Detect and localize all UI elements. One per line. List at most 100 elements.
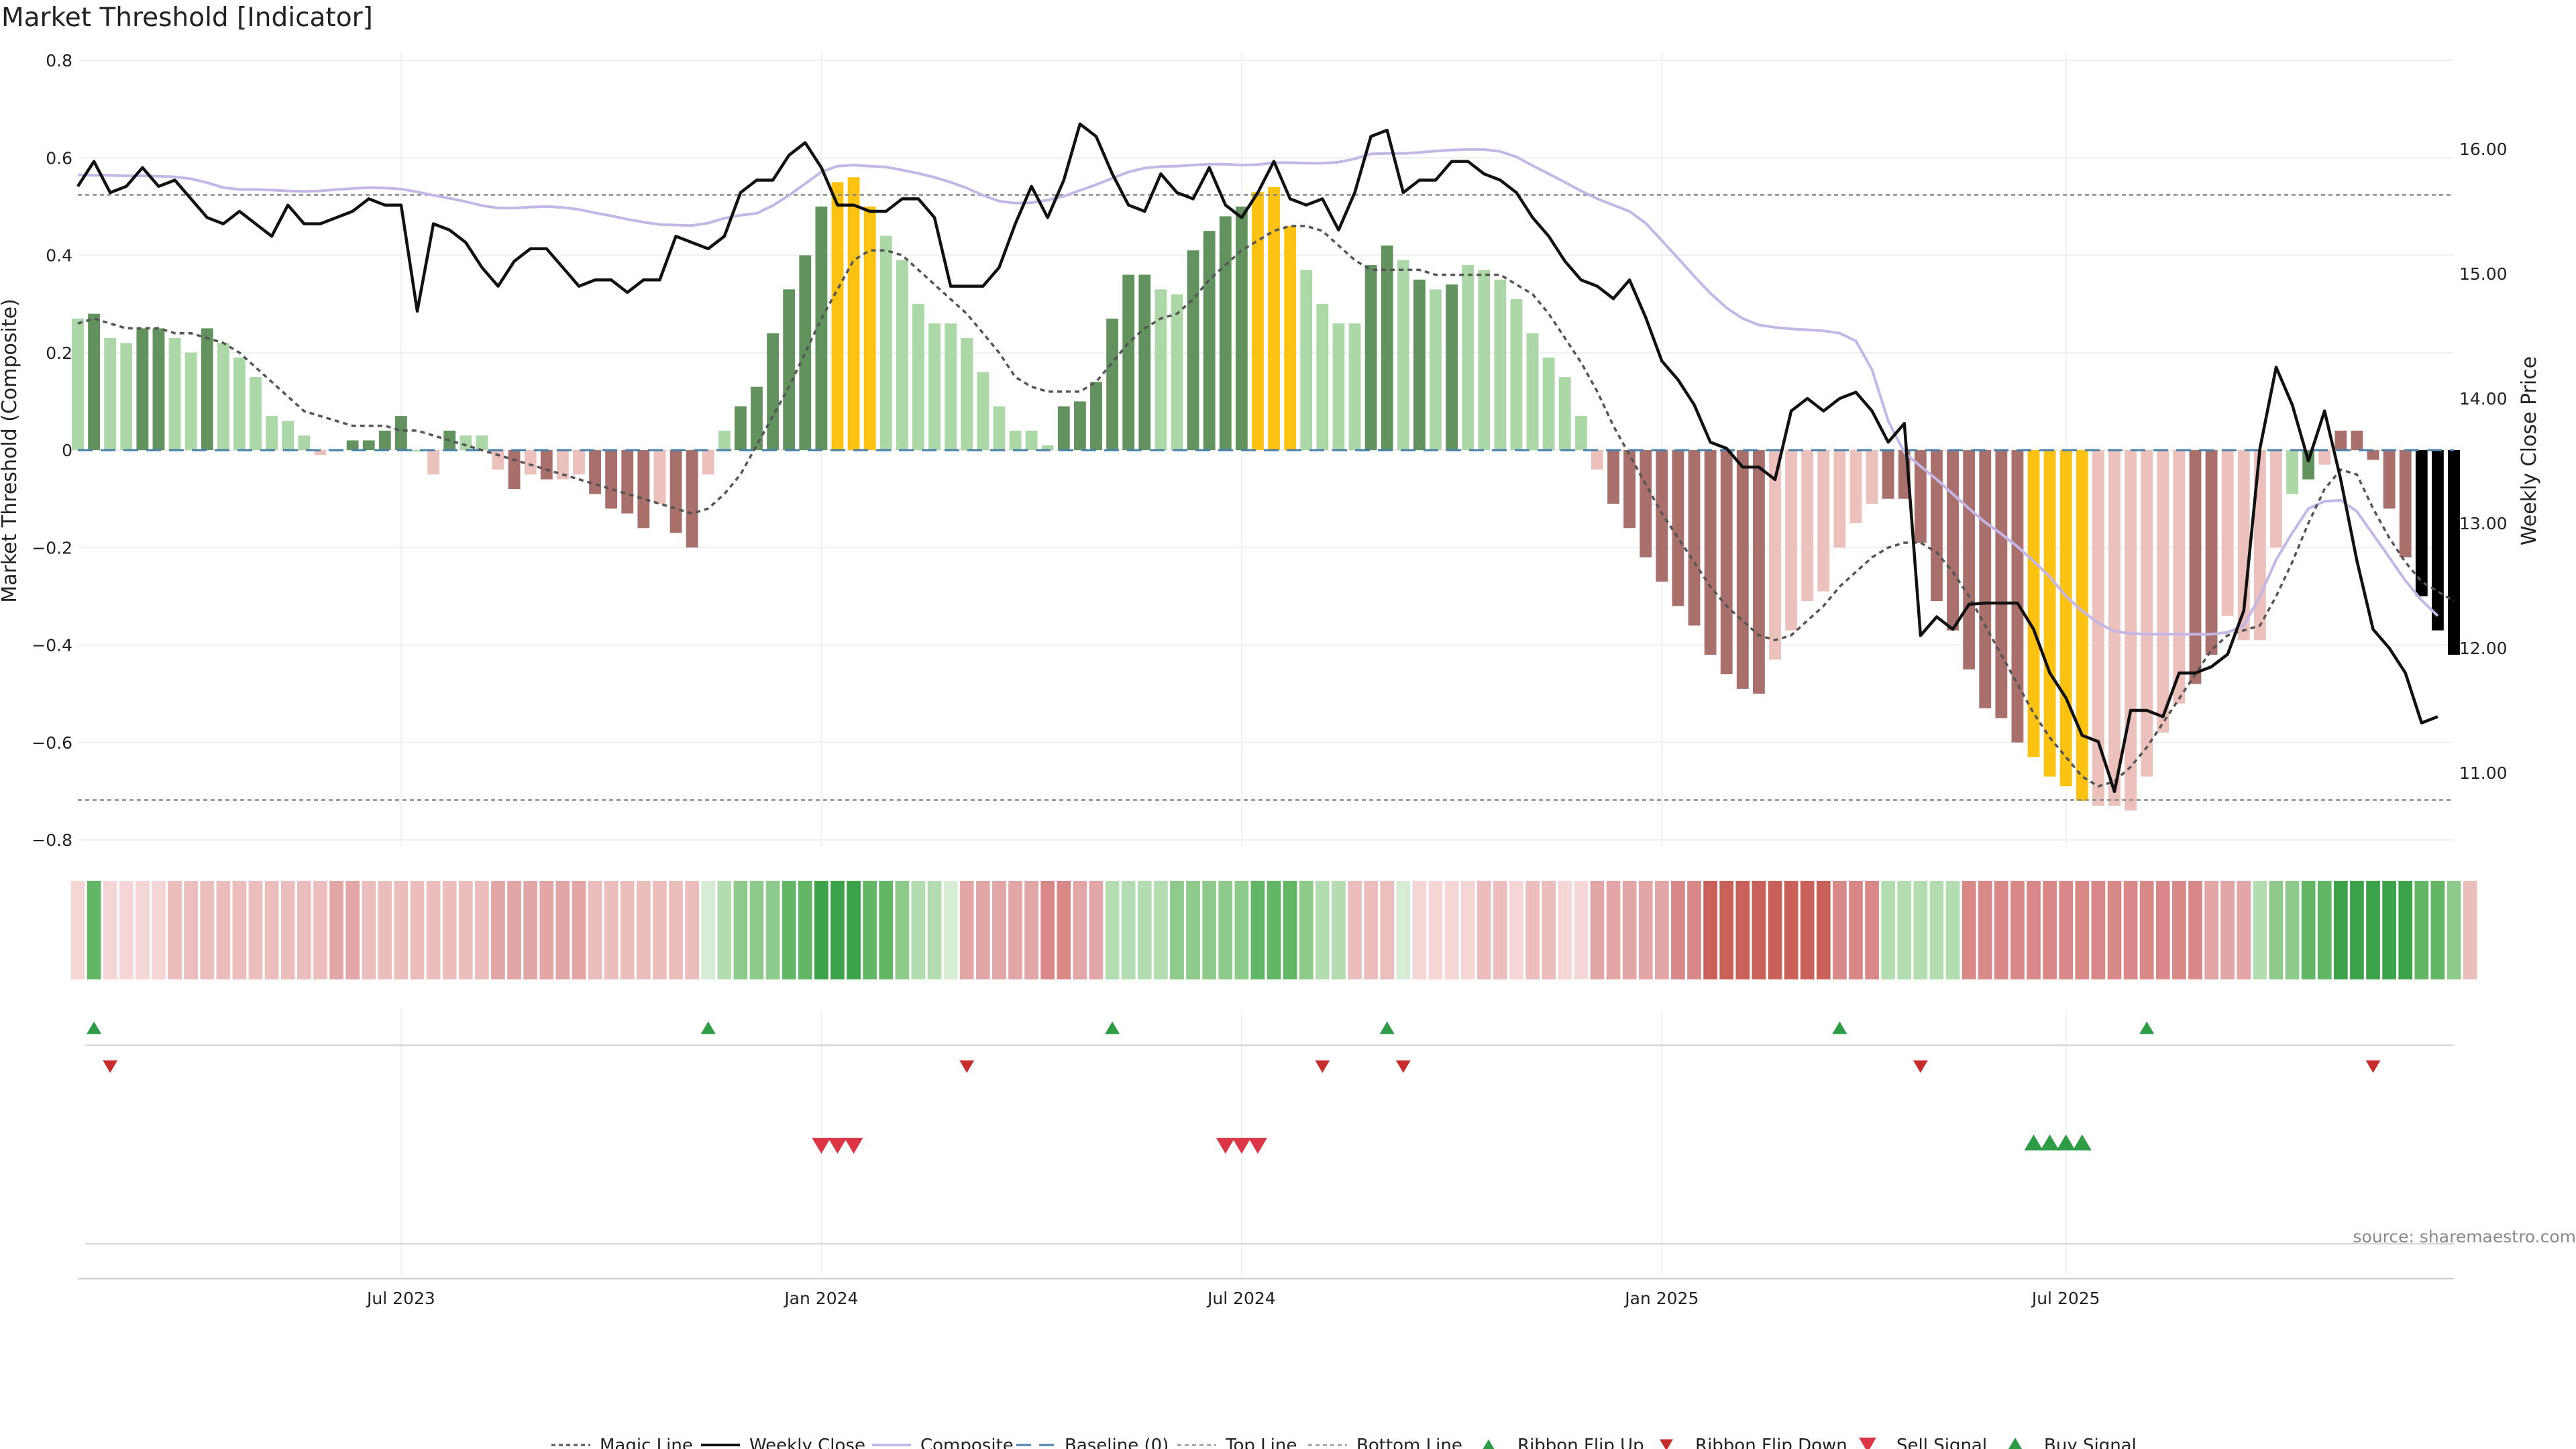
ribbon-cell xyxy=(1865,881,1879,979)
ribbon-cell xyxy=(1057,881,1071,979)
ribbon-cell xyxy=(927,881,942,979)
ribbon-cell xyxy=(248,881,263,979)
legend-label: Magic Line xyxy=(600,1436,693,1449)
ribbon-cell xyxy=(975,881,990,979)
legend-label: Ribbon Flip Up xyxy=(1517,1436,1644,1449)
ribbon-cell xyxy=(1800,881,1815,979)
composite-bar xyxy=(1122,274,1135,450)
composite-bar xyxy=(1752,450,1765,694)
composite-bar xyxy=(1300,270,1313,450)
ribbon-cell xyxy=(1460,881,1475,979)
ribbon-cell xyxy=(1994,881,2008,979)
composite-bar xyxy=(1979,450,1992,708)
composite-bar xyxy=(524,450,537,475)
composite-bar xyxy=(2399,450,2412,557)
composite-bar xyxy=(1155,289,1167,450)
composite-bar xyxy=(250,377,262,450)
ribbon-cell xyxy=(87,881,101,979)
composite-bar xyxy=(961,337,973,450)
composite-bar xyxy=(1364,265,1377,450)
ribbon-flip-down-marker xyxy=(1395,1060,1411,1073)
composite-bar xyxy=(879,235,892,450)
composite-bar xyxy=(1268,186,1280,450)
composite-bar xyxy=(120,343,133,450)
y-tick-label: 0 xyxy=(62,441,72,460)
legend-swatch xyxy=(1859,1437,1876,1449)
composite-bar xyxy=(1187,250,1199,450)
ribbon-cell xyxy=(1380,881,1395,979)
composite-bar xyxy=(1478,270,1491,450)
composite-bar xyxy=(896,260,908,450)
composite-bar xyxy=(152,328,165,450)
legend-label: Top Line xyxy=(1225,1436,1297,1449)
ribbon-cell xyxy=(1186,881,1200,979)
ribbon-cell xyxy=(2285,881,2300,979)
ribbon-cell xyxy=(168,881,182,979)
ribbon-cell xyxy=(1493,881,1507,979)
ribbon-cell xyxy=(2430,881,2445,979)
y2-tick-label: 14.00 xyxy=(2459,389,2508,409)
ribbon-cell xyxy=(1170,881,1184,979)
ribbon-cell xyxy=(1671,881,1685,979)
composite-bar xyxy=(2027,450,2040,757)
composite-bar xyxy=(540,450,553,480)
composite-bar xyxy=(2205,450,2218,655)
composite-bar xyxy=(2157,450,2169,733)
composite-bar xyxy=(1526,333,1539,450)
ribbon-cell xyxy=(2139,881,2154,979)
composite-bar xyxy=(734,406,747,450)
composite-bar xyxy=(1558,377,1571,450)
ribbon-cell xyxy=(2350,881,2364,979)
composite-bar xyxy=(1316,304,1329,450)
ribbon-cell xyxy=(394,881,409,979)
composite-bar xyxy=(2059,450,2072,787)
ribbon-cell xyxy=(2253,881,2267,979)
buy-signal-marker xyxy=(2072,1134,2092,1150)
legend-composite: Composite xyxy=(872,1436,1014,1449)
composite-bar xyxy=(2431,450,2444,631)
buy-signal-marker xyxy=(2040,1134,2059,1150)
legend-label: Baseline (0) xyxy=(1065,1436,1169,1449)
ribbon-cell xyxy=(1768,881,1782,979)
composite-bar xyxy=(460,435,472,450)
ribbon-cell xyxy=(200,881,215,979)
ribbon-cell xyxy=(1784,881,1799,979)
ribbon-cell xyxy=(1348,881,1362,979)
composite-bar xyxy=(1866,450,1878,504)
weekly-close-line xyxy=(76,122,2438,794)
composite-bar xyxy=(346,440,359,450)
composite-bar xyxy=(1057,406,1070,450)
composite-bar xyxy=(233,358,246,450)
y2-axis-label: Weekly Close Price xyxy=(2518,356,2541,545)
composite-bar xyxy=(2076,450,2088,801)
ribbon-cell xyxy=(280,881,295,979)
ribbon-cell xyxy=(2075,881,2090,979)
composite-bar xyxy=(2334,430,2347,450)
composite-bar xyxy=(637,450,650,529)
composite-bar xyxy=(767,333,780,450)
ribbon-cell xyxy=(1962,881,1976,979)
composite-bar xyxy=(1607,450,1619,504)
ribbon-cell xyxy=(1590,881,1605,979)
legend-label: Ribbon Flip Down xyxy=(1695,1436,1847,1449)
composite-bar xyxy=(378,430,391,450)
composite-bar xyxy=(2011,450,2024,743)
composite-bar xyxy=(2221,450,2234,616)
ribbon-flip-down-marker xyxy=(959,1060,975,1073)
composite-bar xyxy=(168,337,181,450)
ribbon-cell xyxy=(475,881,489,979)
ribbon-cell xyxy=(1332,881,1346,979)
ribbon-cell xyxy=(523,881,538,979)
ribbon-cell xyxy=(232,881,247,979)
composite-bar xyxy=(1446,284,1458,450)
composite-bar xyxy=(1849,450,1862,523)
ribbon-cell xyxy=(1202,881,1217,979)
x-tick-label: Jan 2024 xyxy=(783,1289,858,1308)
ribbon-cell xyxy=(1638,881,1653,979)
composite-bar xyxy=(1219,216,1232,450)
composite-bar xyxy=(1914,450,1927,543)
composite-bar xyxy=(556,450,569,480)
ribbon-cell xyxy=(1364,881,1378,979)
composite-bar xyxy=(2141,450,2153,777)
